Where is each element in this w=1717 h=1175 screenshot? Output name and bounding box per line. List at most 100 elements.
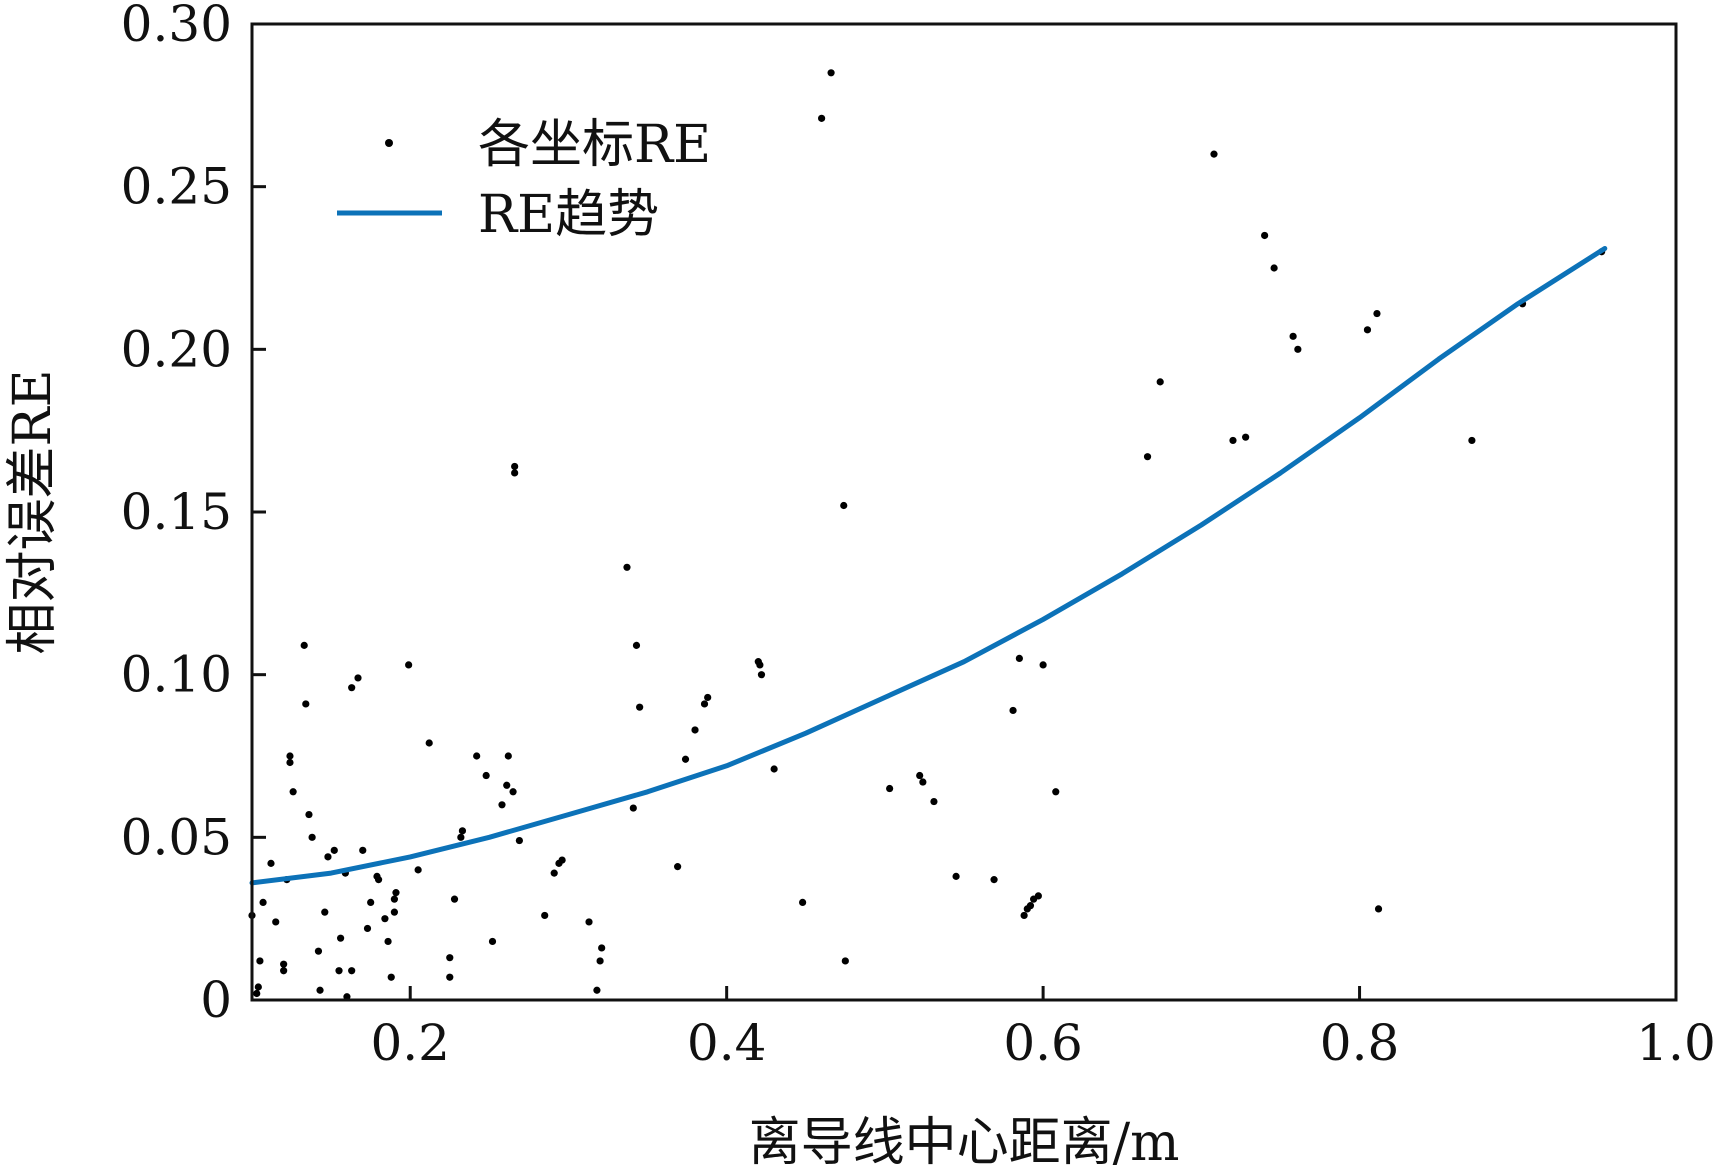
legend-scatter-label: 各坐标RE — [478, 115, 711, 175]
scatter-point — [321, 908, 329, 916]
scatter-point — [1294, 345, 1302, 353]
scatter-point — [390, 908, 398, 916]
scatter-point — [952, 872, 960, 880]
x-tick-label: 0.8 — [1320, 1014, 1400, 1072]
scatter-point — [289, 788, 297, 796]
scatter-point — [1242, 433, 1250, 441]
scatter-point — [704, 693, 712, 702]
scatter-point — [840, 501, 848, 510]
scatter-point — [1034, 892, 1042, 900]
scatter-point — [598, 944, 606, 952]
scatter-point — [691, 726, 699, 734]
scatter-point — [674, 863, 682, 871]
scatter-point — [254, 983, 262, 991]
scatter-point — [827, 69, 835, 77]
scatter-point — [280, 960, 288, 968]
scatter-point — [348, 967, 356, 975]
scatter-point — [259, 898, 267, 907]
y-tick-label: 0.05 — [121, 808, 232, 866]
scatter-point — [302, 700, 310, 708]
scatter-point — [1261, 231, 1269, 240]
scatter-point — [414, 866, 422, 874]
scatter-point — [272, 918, 280, 926]
scatter-point — [446, 973, 454, 981]
x-axis-title: 离导线中心距离/m — [749, 1113, 1180, 1173]
scatter-point — [473, 752, 481, 760]
scatter-point — [253, 989, 261, 998]
scatter-point — [359, 846, 367, 854]
x-tick-label: 0.6 — [1003, 1014, 1083, 1072]
x-tick-label: 0.4 — [687, 1014, 767, 1072]
scatter-point — [1270, 264, 1278, 272]
y-tick-label: 0.25 — [121, 158, 232, 216]
scatter-point — [300, 641, 308, 649]
y-tick-label: 0.10 — [121, 646, 232, 704]
scatter-point — [1468, 436, 1476, 445]
scatter-point — [1363, 326, 1372, 334]
plot-frame — [250, 22, 1678, 1002]
legend-trend-label: RE趋势 — [478, 185, 659, 245]
scatter-point — [314, 947, 323, 955]
scatter-point — [756, 661, 764, 669]
y-tick-label: 0 — [200, 971, 232, 1029]
scatter-point — [354, 674, 362, 682]
scatter-point — [511, 462, 519, 471]
scatter-point — [1015, 654, 1023, 663]
y-tick-label: 0.20 — [121, 320, 232, 378]
scatter-point — [335, 967, 343, 975]
scatter-point — [267, 859, 275, 867]
scatter-point — [1373, 309, 1381, 318]
scatter-point — [1026, 902, 1035, 910]
y-tick-label: 0.15 — [121, 483, 232, 541]
scatter-point — [305, 810, 313, 819]
scatter-point — [930, 797, 938, 806]
x-tick-label: 1.0 — [1636, 1014, 1716, 1072]
scatter-point — [316, 986, 324, 994]
scatter-point — [256, 957, 264, 965]
scatter-point — [623, 563, 631, 571]
scatter-point — [337, 934, 345, 942]
scatter-point — [1289, 332, 1297, 340]
scatter-point — [916, 771, 924, 780]
scatter-point — [1020, 911, 1028, 920]
scatter-point — [818, 114, 826, 122]
scatter-point — [799, 898, 807, 907]
scatter-point — [509, 788, 517, 796]
trend-line — [249, 246, 1608, 886]
scatter-point — [681, 755, 690, 763]
scatter-point — [1039, 661, 1047, 669]
scatter-point — [286, 758, 294, 767]
scatter-point — [384, 937, 392, 946]
scatter-point — [324, 853, 332, 861]
scatter-point — [629, 804, 637, 812]
scatter-point — [498, 801, 506, 809]
scatter-point — [515, 836, 523, 845]
scatter-point — [446, 954, 454, 962]
legend-scatter-marker — [385, 139, 393, 147]
scatter-point — [1156, 378, 1164, 386]
scatter-point — [458, 827, 467, 835]
scatter-point — [632, 641, 641, 649]
scatter-point — [450, 895, 459, 903]
scatter-point — [482, 771, 490, 780]
scatter-point — [1374, 905, 1383, 913]
scatter-point — [390, 895, 398, 903]
scatter-point — [886, 784, 894, 793]
scatter-point — [280, 967, 288, 975]
scatter-point — [700, 700, 709, 708]
axis-ticks — [252, 185, 1362, 1000]
scatter-point — [1210, 150, 1218, 158]
scatter-point — [503, 781, 511, 789]
scatter-point — [919, 778, 927, 786]
y-tick-label: 0.30 — [121, 0, 232, 53]
scatter-point — [841, 957, 849, 965]
scatter-point — [286, 752, 294, 760]
scatter-point — [511, 469, 519, 477]
scatter-point — [636, 703, 644, 711]
scatter-point — [381, 915, 389, 923]
scatter-point — [374, 876, 383, 884]
scatter-point — [405, 661, 413, 669]
scatter-point — [392, 889, 400, 897]
scatter-point — [1143, 453, 1152, 461]
scatter-point — [488, 937, 497, 946]
